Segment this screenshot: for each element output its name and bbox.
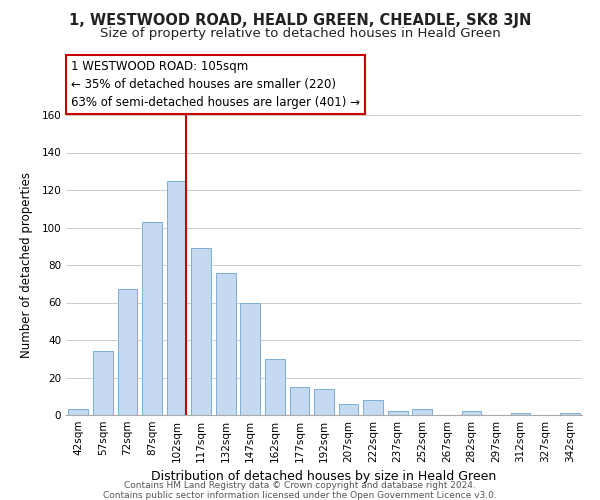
Bar [93, 351, 113, 415]
Bar [461, 411, 481, 415]
Bar [191, 248, 211, 415]
Bar [388, 411, 407, 415]
Text: Contains HM Land Registry data © Crown copyright and database right 2024.: Contains HM Land Registry data © Crown c… [124, 481, 476, 490]
Text: Contains public sector information licensed under the Open Government Licence v3: Contains public sector information licen… [103, 491, 497, 500]
Bar [511, 413, 530, 415]
Bar [412, 410, 432, 415]
Bar [290, 387, 309, 415]
Bar [265, 359, 284, 415]
Bar [216, 272, 236, 415]
Text: 1 WESTWOOD ROAD: 105sqm
← 35% of detached houses are smaller (220)
63% of semi-d: 1 WESTWOOD ROAD: 105sqm ← 35% of detache… [71, 60, 360, 109]
Bar [364, 400, 383, 415]
Bar [167, 180, 187, 415]
Text: 1, WESTWOOD ROAD, HEALD GREEN, CHEADLE, SK8 3JN: 1, WESTWOOD ROAD, HEALD GREEN, CHEADLE, … [69, 12, 531, 28]
Text: Size of property relative to detached houses in Heald Green: Size of property relative to detached ho… [100, 28, 500, 40]
Bar [68, 410, 88, 415]
Bar [142, 222, 162, 415]
Bar [339, 404, 358, 415]
Bar [118, 290, 137, 415]
Bar [241, 302, 260, 415]
Bar [560, 413, 580, 415]
Y-axis label: Number of detached properties: Number of detached properties [20, 172, 33, 358]
Bar [314, 389, 334, 415]
X-axis label: Distribution of detached houses by size in Heald Green: Distribution of detached houses by size … [151, 470, 497, 484]
